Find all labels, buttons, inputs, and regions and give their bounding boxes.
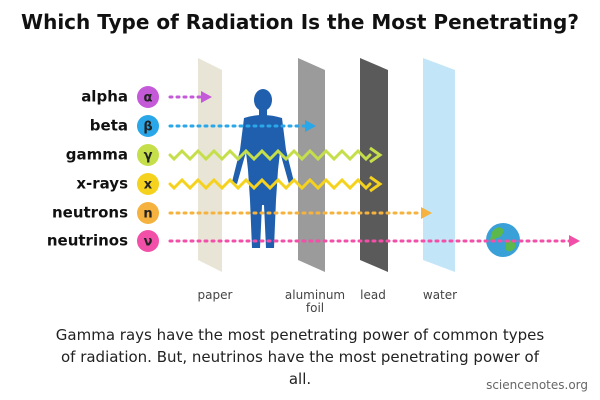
title: Which Type of Radiation Is the Most Pene…: [21, 10, 579, 34]
radiation-badge: [137, 86, 159, 108]
radiation-symbol: α: [144, 91, 153, 106]
arrow-head: [305, 120, 316, 132]
radiation-badge: [137, 115, 159, 137]
radiation-symbol: n: [143, 207, 152, 222]
earth-land: [490, 227, 516, 252]
radiation-label: neutrinos: [47, 232, 128, 250]
caption: Gamma rays have the most penetrating pow…: [55, 326, 545, 388]
arrow-head: [421, 207, 432, 219]
water-sheet: [423, 58, 455, 272]
barrier-label: paper: [197, 288, 233, 302]
radiation-badge: [137, 202, 159, 224]
radiation-symbol: ν: [144, 235, 153, 250]
radiation-symbol: γ: [144, 149, 153, 164]
radiation-badge: [137, 173, 159, 195]
radiation-badge: [137, 144, 159, 166]
radiation-label: alpha: [81, 88, 128, 106]
human-figure: [232, 89, 294, 248]
arrow-head: [201, 91, 212, 103]
credit: sciencenotes.org: [486, 378, 588, 392]
barrier-label: aluminum foil: [284, 288, 346, 315]
wave-ray: [168, 148, 372, 162]
radiation-label: neutrons: [52, 204, 128, 222]
radiation-symbol: β: [143, 120, 152, 135]
radiation-symbol: x: [144, 178, 153, 193]
arrow-head: [369, 146, 383, 164]
barrier-label: water: [422, 288, 458, 302]
wave-ray: [168, 177, 372, 191]
radiation-label: gamma: [66, 146, 128, 164]
paper-sheet: [198, 58, 222, 272]
radiation-label: x-rays: [76, 175, 128, 193]
radiation-badge: [137, 230, 159, 252]
arrow-head: [569, 235, 580, 247]
foil-sheet: [298, 58, 325, 272]
arrow-head: [369, 175, 383, 193]
lead-sheet: [360, 58, 388, 272]
barrier-label: lead: [360, 288, 386, 302]
radiation-label: beta: [90, 117, 128, 135]
